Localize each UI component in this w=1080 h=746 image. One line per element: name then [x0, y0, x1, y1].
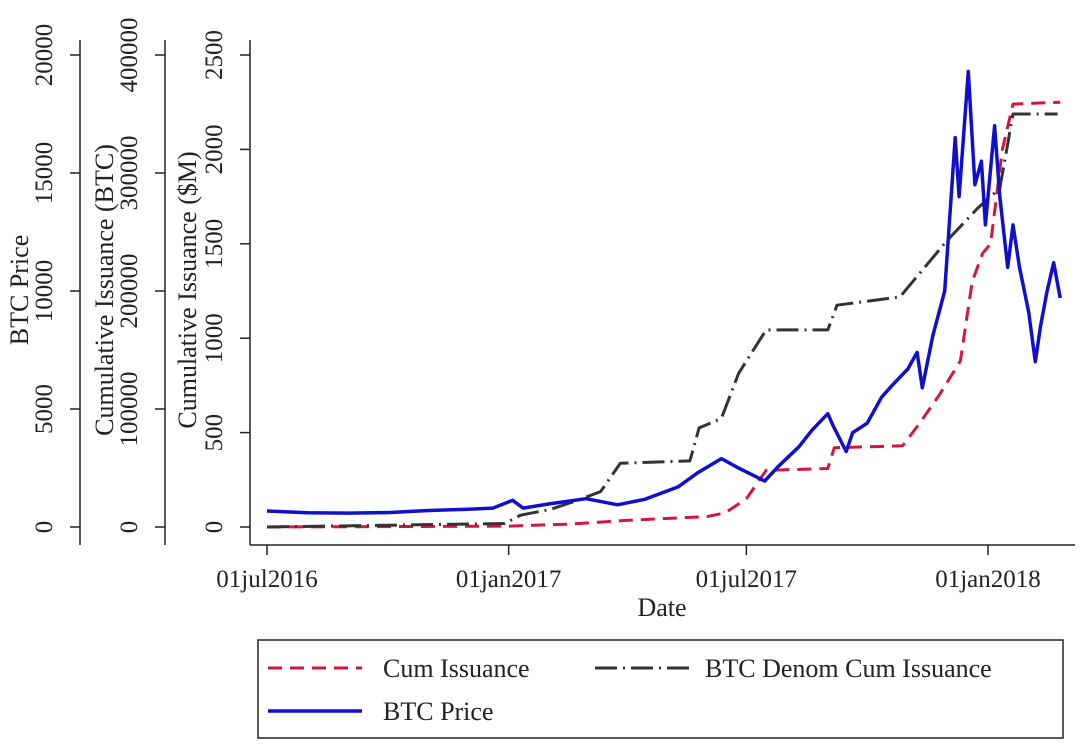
- y-tick-label: 20000: [31, 24, 58, 87]
- y-tick-label: 0: [201, 521, 228, 534]
- legend-label-btc-denom: BTC Denom Cum Issuance: [705, 654, 992, 683]
- y-tick-label: 0: [31, 521, 58, 534]
- legend-label-btc-price: BTC Price: [383, 697, 494, 726]
- y-axis-label-1: Cumulative Issuance (BTC): [90, 144, 119, 436]
- y-tick-label: 0: [116, 521, 143, 534]
- x-tick-label: 01jul2016: [216, 566, 317, 593]
- y-tick-label: 200000: [116, 254, 143, 329]
- x-tick-label: 01jan2018: [935, 566, 1041, 593]
- y-tick-label: 400000: [116, 18, 143, 93]
- y-tick-label: 15000: [31, 142, 58, 205]
- y-tick-label: 2500: [201, 30, 228, 80]
- y-tick-label: 300000: [116, 136, 143, 211]
- series-line-btc-price: [266, 69, 1062, 515]
- x-tick-label: 01jul2017: [696, 566, 797, 593]
- y-tick-label: 5000: [31, 384, 58, 434]
- y-tick-label: 2000: [201, 124, 228, 174]
- y-tick-label: 10000: [31, 260, 58, 323]
- y-axis-label-0: BTC Price: [5, 235, 34, 346]
- y-tick-label: 100000: [116, 372, 143, 447]
- y-tick-label: 1000: [201, 313, 228, 363]
- y-axis-label-2: Cumulative Issuance ($M): [173, 151, 202, 428]
- legend-box: [257, 639, 1064, 739]
- x-axis-label: Date: [637, 593, 686, 622]
- series-line-cum-issuance: [266, 100, 1061, 529]
- y-tick-label: 500: [201, 414, 228, 452]
- legend-label-cum-issuance: Cum Issuance: [383, 654, 530, 683]
- x-tick-label: 01jan2017: [456, 566, 562, 593]
- legend: Cum Issuance BTC Denom Cum Issuance BTC …: [257, 639, 1064, 739]
- series-line-btc-denom-cum-issuance: [266, 112, 1058, 529]
- y-tick-label: 1500: [201, 219, 228, 269]
- series-lines: [266, 69, 1062, 529]
